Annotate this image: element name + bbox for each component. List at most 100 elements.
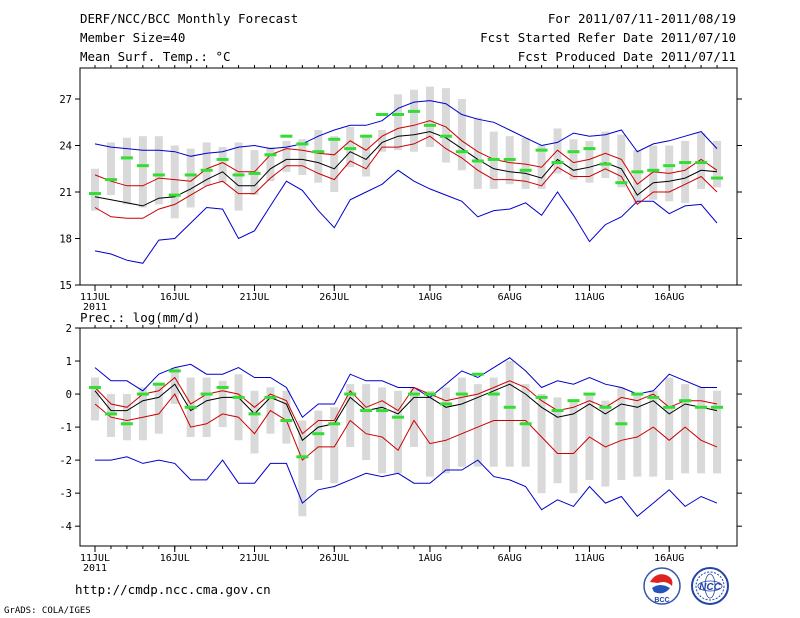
member-marker bbox=[89, 192, 101, 196]
spread-box bbox=[91, 168, 99, 211]
member-marker bbox=[695, 161, 708, 165]
spread-box bbox=[649, 390, 658, 477]
spread-box bbox=[457, 99, 466, 171]
spread-box bbox=[378, 387, 387, 474]
spread-box bbox=[106, 394, 115, 437]
spread-box bbox=[410, 89, 418, 152]
spread-box bbox=[106, 142, 115, 196]
member-marker bbox=[519, 422, 532, 426]
spread-box bbox=[601, 400, 610, 487]
header-right-line-1: For 2011/07/11-2011/08/19 bbox=[547, 11, 736, 26]
member-marker bbox=[152, 173, 165, 177]
footer-url[interactable]: http://cmdp.ncc.cma.gov.cn bbox=[75, 582, 271, 597]
member-marker bbox=[503, 157, 516, 161]
x-tick-label: 26JUL bbox=[319, 553, 349, 564]
header-left-line-1: DERF/NCC/BCC Monthly Forecast bbox=[80, 11, 299, 26]
spread-box bbox=[697, 387, 706, 474]
member-marker bbox=[439, 134, 452, 138]
spread-box bbox=[569, 400, 578, 494]
member-marker bbox=[679, 399, 692, 403]
spread-box bbox=[601, 131, 610, 179]
x-tick-label: 21JUL bbox=[239, 292, 269, 303]
spread-box bbox=[569, 139, 578, 180]
member-marker bbox=[312, 150, 325, 154]
member-marker bbox=[647, 395, 660, 399]
member-marker bbox=[471, 159, 484, 163]
member-marker bbox=[360, 409, 373, 413]
member-marker bbox=[200, 392, 213, 396]
spread-box bbox=[425, 86, 434, 148]
member-marker bbox=[328, 137, 341, 141]
header-left-line-2: Member Size=40 bbox=[80, 30, 186, 45]
spread-box bbox=[250, 390, 259, 454]
member-marker bbox=[615, 422, 628, 426]
spread-box bbox=[330, 136, 339, 192]
member-marker bbox=[312, 432, 325, 436]
spread-box bbox=[681, 140, 690, 203]
spread-box bbox=[202, 377, 211, 437]
spread-box bbox=[330, 407, 339, 484]
spread-box bbox=[649, 145, 658, 200]
series-mean-line bbox=[94, 131, 718, 207]
spread-box bbox=[553, 397, 562, 484]
spread-box bbox=[505, 361, 514, 467]
member-marker bbox=[376, 113, 389, 116]
member-marker bbox=[232, 395, 245, 399]
x-tick-label: 21JUL bbox=[239, 553, 269, 564]
series-mean-line bbox=[94, 383, 718, 442]
x-tick-label: 1AUG bbox=[418, 553, 442, 564]
x-tick-label: 1AUG bbox=[418, 292, 442, 303]
spread-box bbox=[122, 137, 131, 205]
spread-box bbox=[138, 136, 147, 208]
y-tick-label: 27 bbox=[59, 94, 72, 106]
series-max-line bbox=[94, 357, 717, 418]
member-marker bbox=[168, 369, 181, 373]
x-year-label: 2011 bbox=[83, 302, 107, 313]
member-marker bbox=[344, 392, 357, 396]
x-tick-label: 11JUL bbox=[80, 553, 110, 564]
member-marker bbox=[567, 150, 580, 154]
y-tick-label: 1 bbox=[66, 356, 72, 368]
member-marker bbox=[567, 399, 580, 403]
member-marker bbox=[200, 168, 213, 172]
member-marker bbox=[711, 405, 724, 409]
bcc-logo-icon: BCC bbox=[643, 567, 681, 605]
member-marker bbox=[439, 402, 452, 406]
member-marker bbox=[583, 392, 596, 396]
member-marker bbox=[392, 415, 405, 419]
spread-box bbox=[362, 384, 371, 461]
spread-box bbox=[362, 137, 371, 177]
member-marker bbox=[599, 162, 612, 166]
spread-box bbox=[378, 130, 387, 152]
ncc-logo-text: NCC bbox=[699, 582, 721, 593]
series-upper-spread-line bbox=[94, 376, 718, 435]
y-tick-label: 21 bbox=[59, 187, 72, 199]
member-marker bbox=[232, 173, 245, 177]
member-marker bbox=[711, 176, 724, 180]
member-marker bbox=[152, 382, 165, 386]
spread-box bbox=[441, 88, 450, 163]
spread-box bbox=[314, 410, 323, 480]
spread-box bbox=[521, 137, 530, 189]
member-marker bbox=[663, 164, 676, 168]
ncc-logo-icon: NCC bbox=[691, 567, 729, 605]
x-tick-label: 11JUL bbox=[80, 292, 110, 303]
member-marker bbox=[487, 157, 500, 161]
spread-box bbox=[218, 147, 227, 183]
spread-box bbox=[585, 140, 594, 183]
y-tick-label: 18 bbox=[59, 234, 72, 246]
header-right-line-2: Fcst Started Refer Date 2011/07/10 bbox=[480, 30, 736, 45]
x-year-label: 2011 bbox=[83, 563, 107, 574]
x-tick-label: 6AUG bbox=[498, 553, 522, 564]
member-marker bbox=[136, 392, 149, 396]
y-tick-label: -3 bbox=[59, 488, 72, 500]
spread-box bbox=[633, 394, 642, 477]
spread-box bbox=[122, 394, 131, 441]
member-marker bbox=[168, 193, 181, 197]
spread-box bbox=[298, 139, 307, 175]
member-marker bbox=[264, 395, 277, 399]
spread-box bbox=[697, 133, 706, 189]
spread-box bbox=[537, 394, 546, 494]
y-tick-label: 2 bbox=[66, 323, 72, 335]
